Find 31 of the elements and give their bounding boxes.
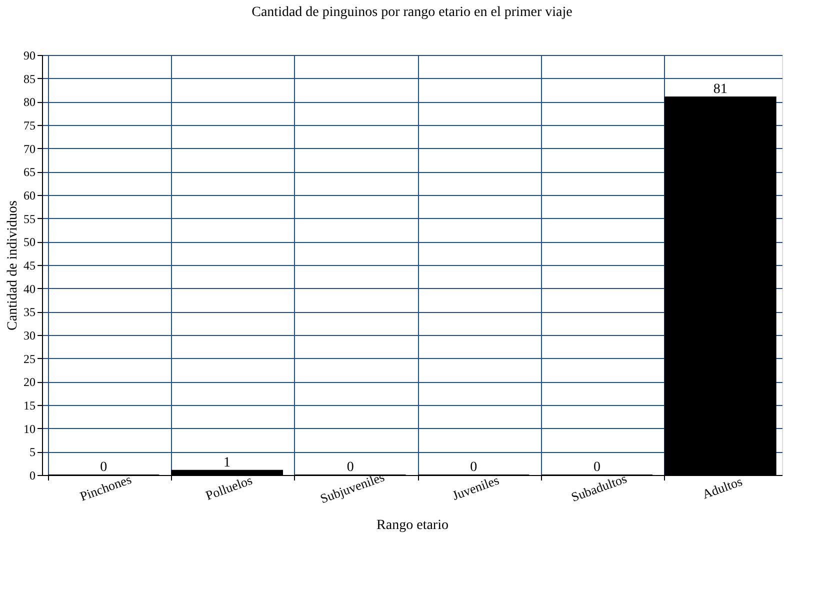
x-tick-label: Juveniles	[450, 472, 501, 503]
y-tick-label: 50	[24, 235, 36, 250]
y-axis-title: Cantidad de individuos	[6, 200, 20, 330]
y-tick-label: 35	[24, 305, 36, 320]
y-tick-label: 85	[24, 72, 36, 86]
y-tick-label: 25	[24, 352, 36, 366]
data-label: 0	[346, 460, 354, 475]
y-tick-label: 20	[24, 375, 36, 390]
y-tick-label: 65	[24, 165, 36, 180]
y-tick-label: 80	[24, 95, 36, 110]
y-tick-label: 90	[24, 48, 36, 62]
y-tick-label: 55	[24, 212, 36, 226]
x-tick-label: Polluelos	[204, 472, 254, 503]
data-label: 81	[713, 82, 728, 97]
x-axis-title: Rango etario	[376, 518, 448, 534]
y-tick-label: 40	[24, 282, 36, 296]
chart-title: Cantidad de pinguinos por rango etario en el primer viaje	[252, 5, 572, 20]
data-label: 0	[470, 460, 478, 475]
data-label: 0	[100, 460, 108, 475]
y-tick-label: 45	[24, 258, 36, 272]
y-tick-label: 0	[30, 468, 36, 482]
y-tick-label: 75	[24, 118, 36, 132]
data-label: 0	[594, 460, 600, 475]
y-tick-label: 10	[24, 422, 36, 436]
y-tick-label: 15	[24, 398, 36, 412]
y-tick-label: 30	[24, 328, 36, 342]
x-tick-label: Adultos	[700, 474, 744, 502]
y-tick-label: 60	[24, 188, 36, 202]
y-tick-label: 70	[24, 142, 36, 156]
y-tick-label: 5	[30, 445, 36, 460]
data-label: 1	[224, 455, 230, 470]
